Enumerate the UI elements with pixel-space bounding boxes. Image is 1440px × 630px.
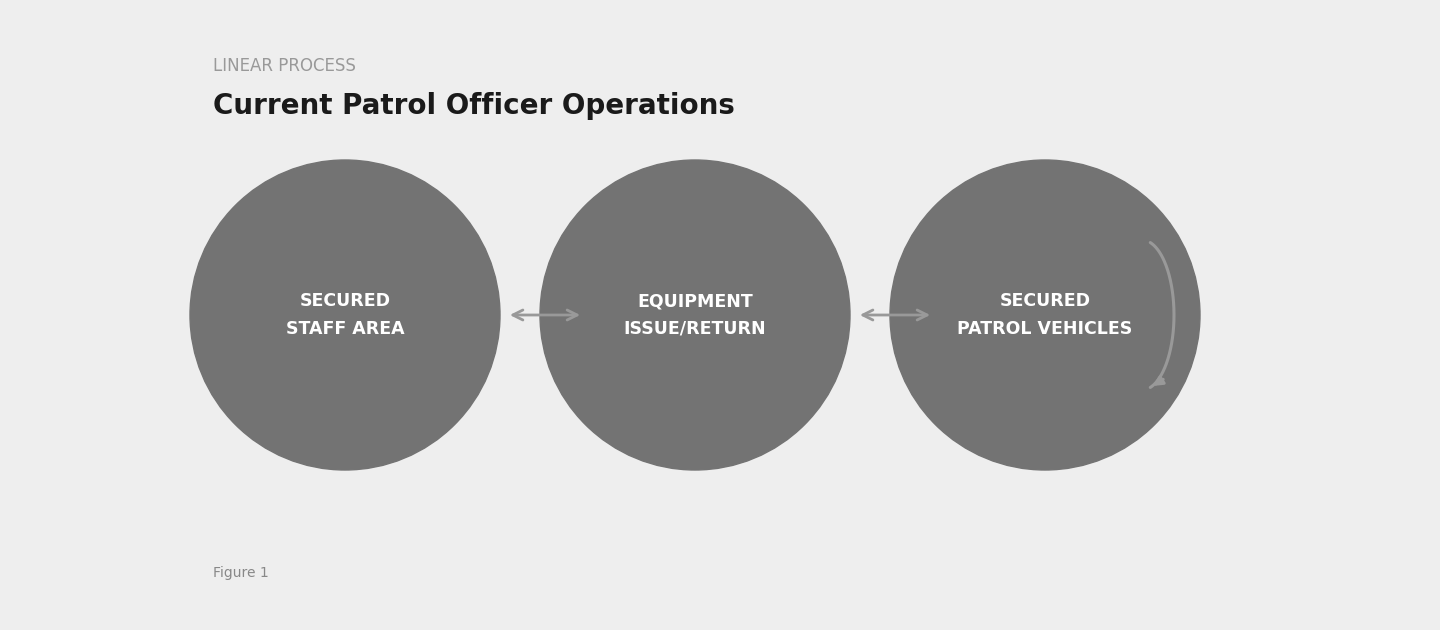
- Text: LINEAR PROCESS: LINEAR PROCESS: [213, 57, 356, 75]
- Circle shape: [540, 160, 850, 470]
- Circle shape: [190, 160, 500, 470]
- Text: Current Patrol Officer Operations: Current Patrol Officer Operations: [213, 92, 734, 120]
- Text: Figure 1: Figure 1: [213, 566, 269, 580]
- Text: SECURED
PATROL VEHICLES: SECURED PATROL VEHICLES: [958, 292, 1133, 338]
- Circle shape: [890, 160, 1200, 470]
- Text: EQUIPMENT
ISSUE/RETURN: EQUIPMENT ISSUE/RETURN: [624, 292, 766, 338]
- Text: SECURED
STAFF AREA: SECURED STAFF AREA: [285, 292, 405, 338]
